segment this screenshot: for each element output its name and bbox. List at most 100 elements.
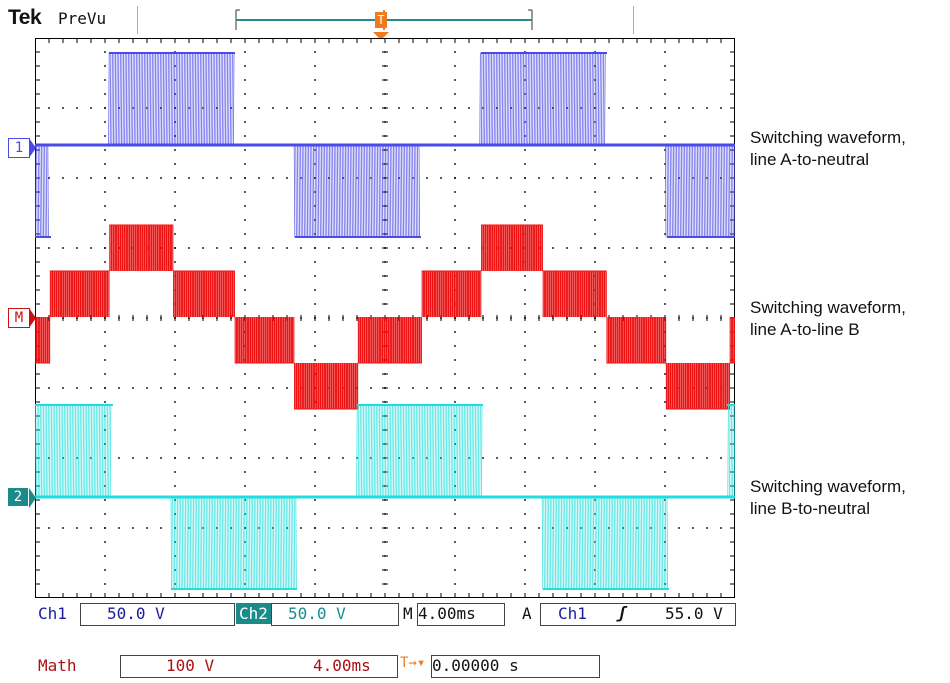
grid-dot: [104, 387, 106, 389]
grid-dot: [314, 233, 316, 235]
ch1-envelope: [411, 236, 413, 238]
ch2-envelope: [407, 404, 409, 406]
grid-dot: [314, 345, 316, 347]
math-label[interactable]: Math: [38, 656, 77, 675]
ch2-envelope: [43, 404, 45, 406]
ch1-envelope: [385, 236, 387, 238]
grid-dot: [174, 499, 176, 501]
grid-dot: [524, 471, 526, 473]
ch1-envelope: [567, 52, 569, 54]
grid-dot: [664, 51, 666, 53]
grid-dot: [594, 205, 596, 207]
ch2-envelope: [235, 588, 237, 590]
grid-dot: [454, 527, 456, 529]
ch2-envelope: [275, 588, 277, 590]
ch2-envelope: [653, 588, 655, 590]
grid-dot: [244, 401, 246, 403]
grid-dot: [720, 177, 722, 179]
ch2-envelope: [443, 404, 445, 406]
grid-dot: [678, 107, 680, 109]
ch1-envelope: [591, 52, 593, 54]
ch1-envelope: [687, 236, 689, 238]
grid-dot: [104, 457, 106, 459]
ch1-label[interactable]: Ch1: [38, 604, 67, 623]
grid-dot: [524, 303, 526, 305]
ch1-envelope: [215, 52, 217, 54]
ch2-ground-marker[interactable]: 2: [8, 488, 28, 506]
grid-dot: [538, 527, 540, 529]
grid-dot: [118, 457, 120, 459]
grid-dot: [104, 51, 106, 53]
ch1-scale[interactable]: 50.0 V: [80, 603, 235, 626]
grid-dot: [720, 247, 722, 249]
ch1-envelope: [557, 52, 559, 54]
ch2-envelope: [577, 588, 579, 590]
ch2-envelope: [429, 404, 431, 406]
trigger-offset-icon: T→▾: [400, 655, 426, 671]
ch1-envelope: [697, 236, 699, 238]
grid-dot: [174, 191, 176, 193]
ch2-scale[interactable]: 50.0 V: [271, 603, 399, 626]
ch1-envelope: [577, 52, 579, 54]
timebase-value[interactable]: 4.00ms: [417, 603, 505, 626]
ch2-envelope: [613, 588, 615, 590]
grid-dot: [104, 555, 106, 557]
grid-dot: [174, 373, 176, 375]
grid-dot: [104, 163, 106, 165]
ch1-envelope: [333, 236, 335, 238]
ch2-envelope: [409, 404, 411, 406]
ch2-envelope: [571, 588, 573, 590]
ch1-envelope: [127, 52, 129, 54]
ch2-envelope: [557, 588, 559, 590]
ch2-envelope: [659, 588, 661, 590]
ch1-envelope: [509, 52, 511, 54]
grid-dot: [524, 443, 526, 445]
ch2-envelope: [191, 588, 193, 590]
annotation-line: line A-to-neutral: [750, 150, 870, 169]
grid-dot: [174, 471, 176, 473]
math-readout[interactable]: [120, 655, 398, 678]
trigger-readout[interactable]: [540, 603, 736, 626]
grid-dot: [174, 205, 176, 207]
grid-dot: [594, 387, 596, 389]
trigger-offset-value[interactable]: 0.00000 s: [431, 655, 600, 678]
math-ground-marker[interactable]: M: [8, 308, 30, 328]
annotation-a-to-neutral: Switching waveform, line A-to-neutral: [750, 127, 950, 171]
grid-dot: [440, 457, 442, 459]
grid-dot: [482, 177, 484, 179]
grid-dot: [454, 51, 456, 53]
ch2-envelope: [265, 588, 267, 590]
ch2-envelope: [71, 404, 73, 406]
ch2-envelope: [727, 404, 729, 406]
ch1-envelope: [183, 52, 185, 54]
ch2-envelope: [105, 404, 107, 406]
ch1-envelope: [533, 52, 535, 54]
ch2-envelope: [441, 404, 443, 406]
grid-dot: [244, 205, 246, 207]
grid-dot: [188, 387, 190, 389]
ch1-ground-marker[interactable]: 1: [8, 138, 30, 158]
ch1-envelope: [589, 52, 591, 54]
grid-dot: [286, 177, 288, 179]
grid-dot: [48, 457, 50, 459]
grid-dot: [342, 107, 344, 109]
grid-dot: [230, 527, 232, 529]
grid-dot: [664, 79, 666, 81]
grid-dot: [664, 303, 666, 305]
grid-dot: [594, 443, 596, 445]
ch2-envelope: [57, 404, 59, 406]
ch2-envelope: [579, 588, 581, 590]
ch2-envelope: [73, 404, 75, 406]
ch1-envelope: [143, 52, 145, 54]
ch1-envelope: [173, 52, 175, 54]
grid-dot: [174, 429, 176, 431]
ch1-envelope: [131, 52, 133, 54]
ch2-envelope: [573, 588, 575, 590]
ch1-envelope: [145, 52, 147, 54]
ch2-envelope: [641, 588, 643, 590]
ch2-envelope: [733, 404, 735, 406]
grid-dot: [552, 247, 554, 249]
ch2-label[interactable]: Ch2: [236, 603, 271, 624]
grid-dot: [118, 177, 120, 179]
grid-dot: [664, 569, 666, 571]
